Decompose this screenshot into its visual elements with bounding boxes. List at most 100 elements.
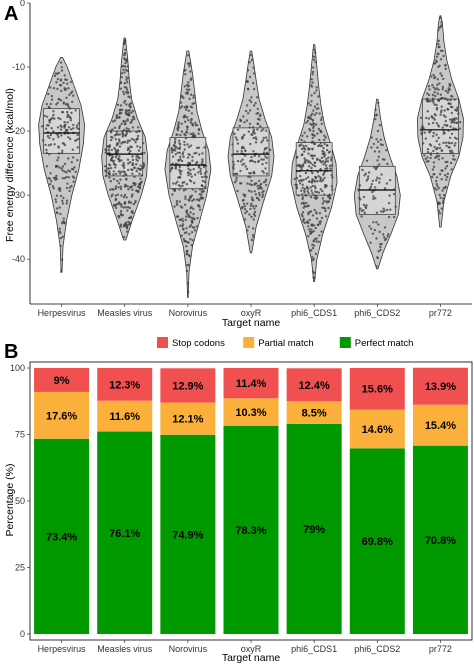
data-point <box>68 116 72 119</box>
data-point <box>127 162 130 165</box>
data-point <box>425 99 428 102</box>
data-point <box>74 170 77 173</box>
data-point <box>48 106 51 110</box>
data-point <box>113 146 116 150</box>
data-point <box>316 171 319 174</box>
data-point <box>130 120 133 123</box>
data-point <box>118 125 122 128</box>
data-point <box>114 185 118 188</box>
data-point <box>313 48 316 52</box>
data-point <box>453 98 456 101</box>
data-point <box>170 166 174 169</box>
data-point <box>431 168 435 171</box>
data-point <box>439 196 442 199</box>
data-point <box>236 150 239 153</box>
data-point <box>450 132 454 136</box>
data-point <box>436 152 439 155</box>
data-point <box>261 169 264 173</box>
data-point <box>60 151 64 155</box>
data-point <box>71 156 75 159</box>
data-point <box>246 229 249 232</box>
data-point <box>124 61 127 65</box>
bar-value-label: 9% <box>54 375 70 387</box>
data-point <box>181 181 184 184</box>
data-point <box>108 170 111 173</box>
data-point <box>302 144 305 148</box>
x-tick-label-oxyr: oxyR <box>241 644 262 654</box>
data-point <box>174 167 177 170</box>
data-point <box>123 71 126 74</box>
data-point <box>446 107 449 111</box>
data-point <box>245 210 249 213</box>
data-point <box>453 121 456 124</box>
data-point <box>120 65 124 68</box>
data-point <box>432 86 435 89</box>
data-point <box>430 175 434 179</box>
data-point <box>316 180 319 183</box>
data-point <box>194 123 197 127</box>
data-point <box>199 170 202 173</box>
data-point <box>377 223 380 226</box>
data-point <box>141 166 144 169</box>
data-point <box>424 137 427 140</box>
data-point <box>46 115 49 119</box>
data-point <box>63 177 66 180</box>
data-point <box>431 83 434 87</box>
data-point <box>122 225 126 228</box>
data-point <box>124 99 127 103</box>
bar-segment-partial-match <box>97 400 153 432</box>
data-point <box>56 126 60 129</box>
data-point <box>246 69 250 72</box>
data-point <box>248 61 251 64</box>
data-point <box>242 202 246 205</box>
data-point <box>249 175 252 179</box>
data-point <box>243 208 247 211</box>
data-point <box>191 155 194 159</box>
data-point <box>321 189 324 193</box>
data-point <box>264 167 267 170</box>
data-point <box>65 175 68 179</box>
data-point <box>329 158 333 162</box>
data-point <box>244 154 247 157</box>
data-point <box>436 92 439 95</box>
data-point <box>265 172 269 175</box>
data-point <box>324 164 328 167</box>
data-point <box>263 148 267 151</box>
data-point <box>305 185 309 188</box>
data-point <box>321 149 324 153</box>
data-point <box>122 195 126 199</box>
bar-value-label: 70.8% <box>425 535 456 547</box>
data-point <box>118 116 121 119</box>
data-point <box>190 194 194 197</box>
data-point <box>244 211 247 215</box>
data-point <box>187 145 191 149</box>
data-point <box>312 109 315 112</box>
data-point <box>327 156 330 159</box>
data-point <box>297 163 300 167</box>
data-point <box>191 102 194 106</box>
data-point <box>62 102 65 105</box>
data-point <box>260 158 263 161</box>
data-point <box>312 179 315 182</box>
data-point <box>249 142 252 146</box>
data-point <box>257 187 260 190</box>
data-point <box>66 128 69 132</box>
data-point <box>245 167 249 171</box>
data-point <box>186 241 189 244</box>
data-point <box>129 201 133 204</box>
data-point <box>325 167 329 170</box>
data-point <box>440 21 443 24</box>
data-point <box>323 153 327 156</box>
data-point <box>312 244 316 247</box>
data-point <box>380 242 383 246</box>
data-point <box>444 67 447 71</box>
data-point <box>122 162 125 165</box>
data-point <box>318 112 321 115</box>
data-point <box>312 55 316 58</box>
data-point <box>434 88 437 91</box>
data-point <box>117 186 120 189</box>
data-point <box>185 116 189 119</box>
data-point <box>262 181 266 184</box>
data-point <box>320 156 324 159</box>
data-point <box>140 180 143 183</box>
